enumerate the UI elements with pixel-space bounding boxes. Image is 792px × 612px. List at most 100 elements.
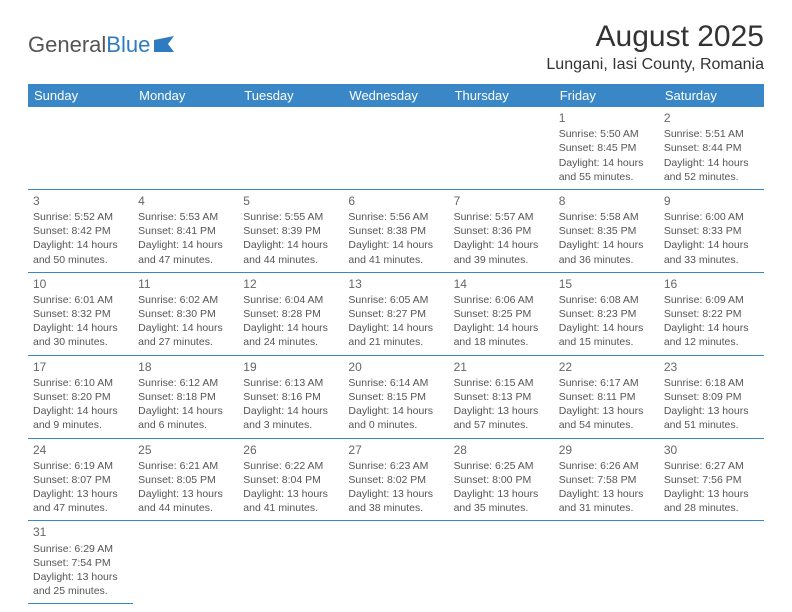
sunset-line: Sunset: 8:16 PM xyxy=(243,390,338,404)
day-number: 20 xyxy=(348,359,443,375)
sunset-line: Sunset: 8:05 PM xyxy=(138,473,233,487)
day-number: 14 xyxy=(454,276,549,292)
daylight-line: Daylight: 14 hours and 55 minutes. xyxy=(559,156,654,184)
calendar-cell xyxy=(343,107,448,189)
day-number: 10 xyxy=(33,276,128,292)
weekday-header: Wednesday xyxy=(343,84,448,107)
sunset-line: Sunset: 8:35 PM xyxy=(559,224,654,238)
calendar-cell: 15Sunrise: 6:08 AMSunset: 8:23 PMDayligh… xyxy=(554,272,659,355)
sunset-line: Sunset: 8:20 PM xyxy=(33,390,128,404)
calendar-cell: 14Sunrise: 6:06 AMSunset: 8:25 PMDayligh… xyxy=(449,272,554,355)
calendar-cell: 10Sunrise: 6:01 AMSunset: 8:32 PMDayligh… xyxy=(28,272,133,355)
sunset-line: Sunset: 7:58 PM xyxy=(559,473,654,487)
daylight-line: Daylight: 14 hours and 9 minutes. xyxy=(33,404,128,432)
daylight-line: Daylight: 14 hours and 33 minutes. xyxy=(664,238,759,266)
calendar-cell: 22Sunrise: 6:17 AMSunset: 8:11 PMDayligh… xyxy=(554,355,659,438)
daylight-line: Daylight: 14 hours and 3 minutes. xyxy=(243,404,338,432)
day-number: 19 xyxy=(243,359,338,375)
daylight-line: Daylight: 13 hours and 44 minutes. xyxy=(138,487,233,515)
daylight-line: Daylight: 14 hours and 18 minutes. xyxy=(454,321,549,349)
daylight-line: Daylight: 14 hours and 30 minutes. xyxy=(33,321,128,349)
sunset-line: Sunset: 8:09 PM xyxy=(664,390,759,404)
sunset-line: Sunset: 8:11 PM xyxy=(559,390,654,404)
sunset-line: Sunset: 8:41 PM xyxy=(138,224,233,238)
day-number: 30 xyxy=(664,442,759,458)
calendar-cell: 16Sunrise: 6:09 AMSunset: 8:22 PMDayligh… xyxy=(659,272,764,355)
sunrise-line: Sunrise: 6:14 AM xyxy=(348,376,443,390)
calendar-cell xyxy=(28,107,133,189)
sunrise-line: Sunrise: 6:00 AM xyxy=(664,210,759,224)
day-number: 3 xyxy=(33,193,128,209)
calendar-cell xyxy=(343,521,448,604)
sunrise-line: Sunrise: 6:04 AM xyxy=(243,293,338,307)
day-number: 31 xyxy=(33,524,128,540)
sunrise-line: Sunrise: 5:58 AM xyxy=(559,210,654,224)
day-number: 22 xyxy=(559,359,654,375)
calendar-cell: 7Sunrise: 5:57 AMSunset: 8:36 PMDaylight… xyxy=(449,189,554,272)
day-number: 7 xyxy=(454,193,549,209)
day-number: 23 xyxy=(664,359,759,375)
sunset-line: Sunset: 7:54 PM xyxy=(33,556,128,570)
title-block: August 2025 Lungani, Iasi County, Romani… xyxy=(546,20,764,74)
calendar-cell: 9Sunrise: 6:00 AMSunset: 8:33 PMDaylight… xyxy=(659,189,764,272)
sunrise-line: Sunrise: 6:13 AM xyxy=(243,376,338,390)
sunrise-line: Sunrise: 5:52 AM xyxy=(33,210,128,224)
calendar-cell: 31Sunrise: 6:29 AMSunset: 7:54 PMDayligh… xyxy=(28,521,133,604)
sunrise-line: Sunrise: 6:18 AM xyxy=(664,376,759,390)
sunrise-line: Sunrise: 6:26 AM xyxy=(559,459,654,473)
day-number: 9 xyxy=(664,193,759,209)
day-number: 25 xyxy=(138,442,233,458)
calendar-body: 1Sunrise: 5:50 AMSunset: 8:45 PMDaylight… xyxy=(28,107,764,604)
daylight-line: Daylight: 13 hours and 54 minutes. xyxy=(559,404,654,432)
calendar-cell: 30Sunrise: 6:27 AMSunset: 7:56 PMDayligh… xyxy=(659,438,764,521)
weekday-header: Saturday xyxy=(659,84,764,107)
sunrise-line: Sunrise: 6:10 AM xyxy=(33,376,128,390)
calendar-cell: 20Sunrise: 6:14 AMSunset: 8:15 PMDayligh… xyxy=(343,355,448,438)
sunrise-line: Sunrise: 6:29 AM xyxy=(33,542,128,556)
calendar-cell xyxy=(238,107,343,189)
sunrise-line: Sunrise: 6:12 AM xyxy=(138,376,233,390)
sunrise-line: Sunrise: 6:15 AM xyxy=(454,376,549,390)
calendar-cell: 29Sunrise: 6:26 AMSunset: 7:58 PMDayligh… xyxy=(554,438,659,521)
calendar-cell: 3Sunrise: 5:52 AMSunset: 8:42 PMDaylight… xyxy=(28,189,133,272)
calendar-cell: 24Sunrise: 6:19 AMSunset: 8:07 PMDayligh… xyxy=(28,438,133,521)
sunset-line: Sunset: 8:30 PM xyxy=(138,307,233,321)
calendar-cell: 26Sunrise: 6:22 AMSunset: 8:04 PMDayligh… xyxy=(238,438,343,521)
daylight-line: Daylight: 14 hours and 27 minutes. xyxy=(138,321,233,349)
sunset-line: Sunset: 8:38 PM xyxy=(348,224,443,238)
sunrise-line: Sunrise: 6:23 AM xyxy=(348,459,443,473)
daylight-line: Daylight: 13 hours and 28 minutes. xyxy=(664,487,759,515)
location: Lungani, Iasi County, Romania xyxy=(546,56,764,74)
day-number: 4 xyxy=(138,193,233,209)
weekday-header: Monday xyxy=(133,84,238,107)
calendar-cell: 8Sunrise: 5:58 AMSunset: 8:35 PMDaylight… xyxy=(554,189,659,272)
daylight-line: Daylight: 14 hours and 12 minutes. xyxy=(664,321,759,349)
day-number: 28 xyxy=(454,442,549,458)
day-number: 27 xyxy=(348,442,443,458)
sunrise-line: Sunrise: 6:22 AM xyxy=(243,459,338,473)
daylight-line: Daylight: 14 hours and 52 minutes. xyxy=(664,156,759,184)
calendar-cell: 11Sunrise: 6:02 AMSunset: 8:30 PMDayligh… xyxy=(133,272,238,355)
sunrise-line: Sunrise: 5:56 AM xyxy=(348,210,443,224)
daylight-line: Daylight: 13 hours and 35 minutes. xyxy=(454,487,549,515)
sunset-line: Sunset: 8:33 PM xyxy=(664,224,759,238)
calendar-cell: 1Sunrise: 5:50 AMSunset: 8:45 PMDaylight… xyxy=(554,107,659,189)
sunset-line: Sunset: 8:36 PM xyxy=(454,224,549,238)
page-title: August 2025 xyxy=(546,20,764,54)
sunrise-line: Sunrise: 5:55 AM xyxy=(243,210,338,224)
sunset-line: Sunset: 8:04 PM xyxy=(243,473,338,487)
day-number: 24 xyxy=(33,442,128,458)
sunset-line: Sunset: 8:07 PM xyxy=(33,473,128,487)
sunset-line: Sunset: 8:13 PM xyxy=(454,390,549,404)
day-number: 8 xyxy=(559,193,654,209)
calendar-cell xyxy=(449,521,554,604)
sunset-line: Sunset: 8:45 PM xyxy=(559,141,654,155)
flag-icon xyxy=(154,32,178,58)
calendar-cell: 28Sunrise: 6:25 AMSunset: 8:00 PMDayligh… xyxy=(449,438,554,521)
day-number: 16 xyxy=(664,276,759,292)
day-number: 21 xyxy=(454,359,549,375)
logo-text-blue: Blue xyxy=(106,32,150,58)
sunrise-line: Sunrise: 6:27 AM xyxy=(664,459,759,473)
weekday-header: Friday xyxy=(554,84,659,107)
calendar-cell: 4Sunrise: 5:53 AMSunset: 8:41 PMDaylight… xyxy=(133,189,238,272)
